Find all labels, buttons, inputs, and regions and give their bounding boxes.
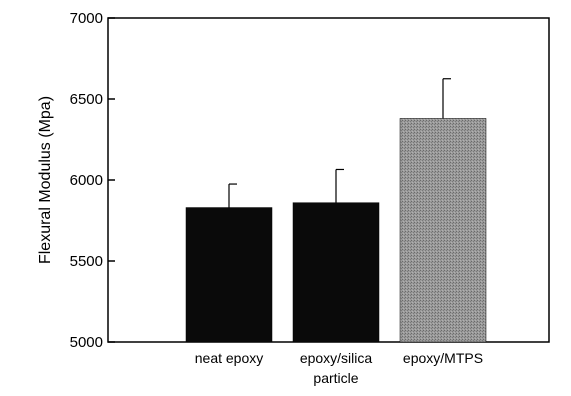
y-axis-label: Flexural Modulus (Mpa) [37, 96, 54, 264]
category-label: epoxy/MTPS [403, 350, 483, 366]
bar [185, 207, 273, 343]
y-tick-label: 7000 [70, 10, 103, 27]
bar [292, 202, 380, 343]
y-tick-label: 6000 [70, 172, 103, 189]
category-label: neat epoxy [195, 350, 264, 366]
y-tick-label: 6500 [70, 91, 103, 108]
y-tick-label: 5500 [70, 253, 103, 270]
y-tick-label: 5000 [70, 334, 103, 351]
bar [399, 118, 487, 343]
category-label: epoxy/silica particle [300, 350, 373, 386]
